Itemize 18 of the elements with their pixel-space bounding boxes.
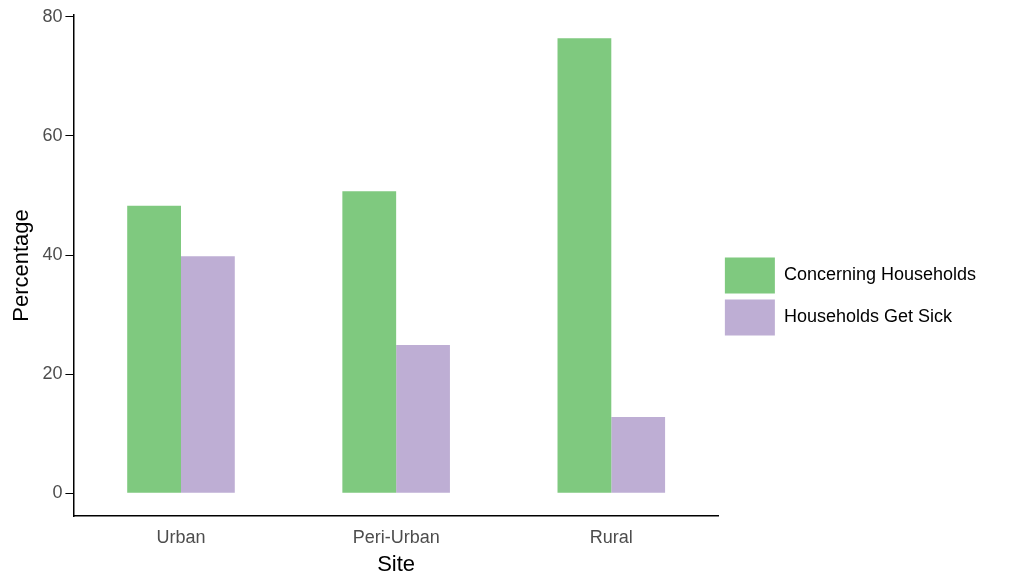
x-tick-label: Rural — [589, 526, 633, 547]
y-tick-label: 80 — [42, 5, 63, 26]
legend-label: Households Get Sick — [783, 306, 972, 327]
y-axis-title: Percentage — [8, 209, 34, 322]
y-tick-label: 40 — [42, 244, 63, 265]
legend-label: Concerning Households — [783, 264, 996, 285]
x-tick-label: Urban — [156, 526, 206, 547]
bar — [611, 417, 666, 493]
y-tick-label: 20 — [42, 363, 63, 384]
y-tick-label: 60 — [42, 124, 63, 145]
bar — [557, 38, 612, 493]
bar — [342, 191, 397, 493]
bar — [181, 256, 235, 493]
bar — [396, 345, 450, 493]
x-tick-label: Peri-Urban — [352, 526, 440, 547]
bar — [127, 205, 181, 493]
x-axis-title: Site — [377, 550, 416, 576]
y-tick-label: 0 — [52, 482, 63, 503]
